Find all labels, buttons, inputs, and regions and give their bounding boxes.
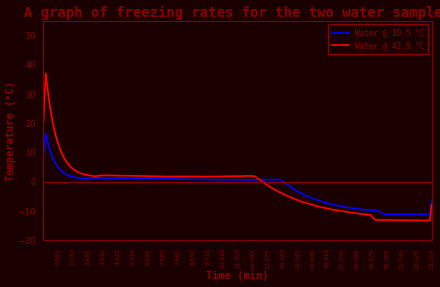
Title: A graph of freezing rates for the two water samples: A graph of freezing rates for the two wa… [24,5,440,20]
Line: Water @ 19.5 °C: Water @ 19.5 °C [44,133,432,214]
Water @ 19.5 °C [344,205,349,209]
Water @ 19.5 °C [422,213,427,216]
Water @ 42.9 °C [81,172,86,176]
Water @ 42.9 °C [344,210,349,214]
Water @ 42.9 °C [351,211,356,215]
Water @ 19.5 °C [41,153,46,156]
Water @ 19.5 °C [81,177,86,180]
Water @ 42.9 °C [423,219,429,222]
Water @ 19.5 °C [351,207,356,210]
Water @ 42.9 °C [198,175,204,178]
Line: Water @ 42.9 °C: Water @ 42.9 °C [44,73,432,221]
Water @ 19.5 °C [308,196,313,199]
Water @ 42.9 °C [212,175,217,178]
Water @ 42.9 °C [43,71,48,75]
Water @ 42.9 °C [308,203,313,206]
Y-axis label: Temperature (°C): Temperature (°C) [6,81,15,181]
Water @ 42.9 °C [429,203,434,206]
X-axis label: Time (min): Time (min) [206,272,269,282]
Water @ 19.5 °C [429,199,434,203]
Water @ 19.5 °C [43,132,48,135]
Water @ 19.5 °C [198,178,204,181]
Water @ 42.9 °C [41,120,46,124]
Water @ 19.5 °C [212,178,217,181]
Legend: Water @ 19.5 °C, Water @ 42.9 °C: Water @ 19.5 °C, Water @ 42.9 °C [328,24,429,54]
